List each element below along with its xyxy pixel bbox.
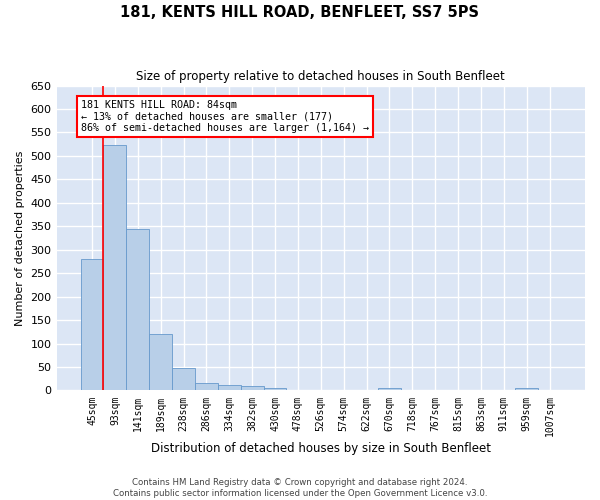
Bar xyxy=(172,368,195,390)
Bar xyxy=(149,334,172,390)
Bar xyxy=(378,388,401,390)
Bar xyxy=(127,228,149,390)
Text: 181, KENTS HILL ROAD, BENFLEET, SS7 5PS: 181, KENTS HILL ROAD, BENFLEET, SS7 5PS xyxy=(121,5,479,20)
X-axis label: Distribution of detached houses by size in South Benfleet: Distribution of detached houses by size … xyxy=(151,442,491,455)
Bar xyxy=(195,383,218,390)
Bar xyxy=(218,386,241,390)
Bar xyxy=(241,386,263,390)
Title: Size of property relative to detached houses in South Benfleet: Size of property relative to detached ho… xyxy=(136,70,505,83)
Text: 181 KENTS HILL ROAD: 84sqm
← 13% of detached houses are smaller (177)
86% of sem: 181 KENTS HILL ROAD: 84sqm ← 13% of deta… xyxy=(81,100,369,133)
Y-axis label: Number of detached properties: Number of detached properties xyxy=(15,150,25,326)
Bar xyxy=(263,388,286,390)
Text: Contains HM Land Registry data © Crown copyright and database right 2024.
Contai: Contains HM Land Registry data © Crown c… xyxy=(113,478,487,498)
Bar xyxy=(103,145,127,390)
Bar xyxy=(515,388,538,390)
Bar xyxy=(80,258,103,390)
